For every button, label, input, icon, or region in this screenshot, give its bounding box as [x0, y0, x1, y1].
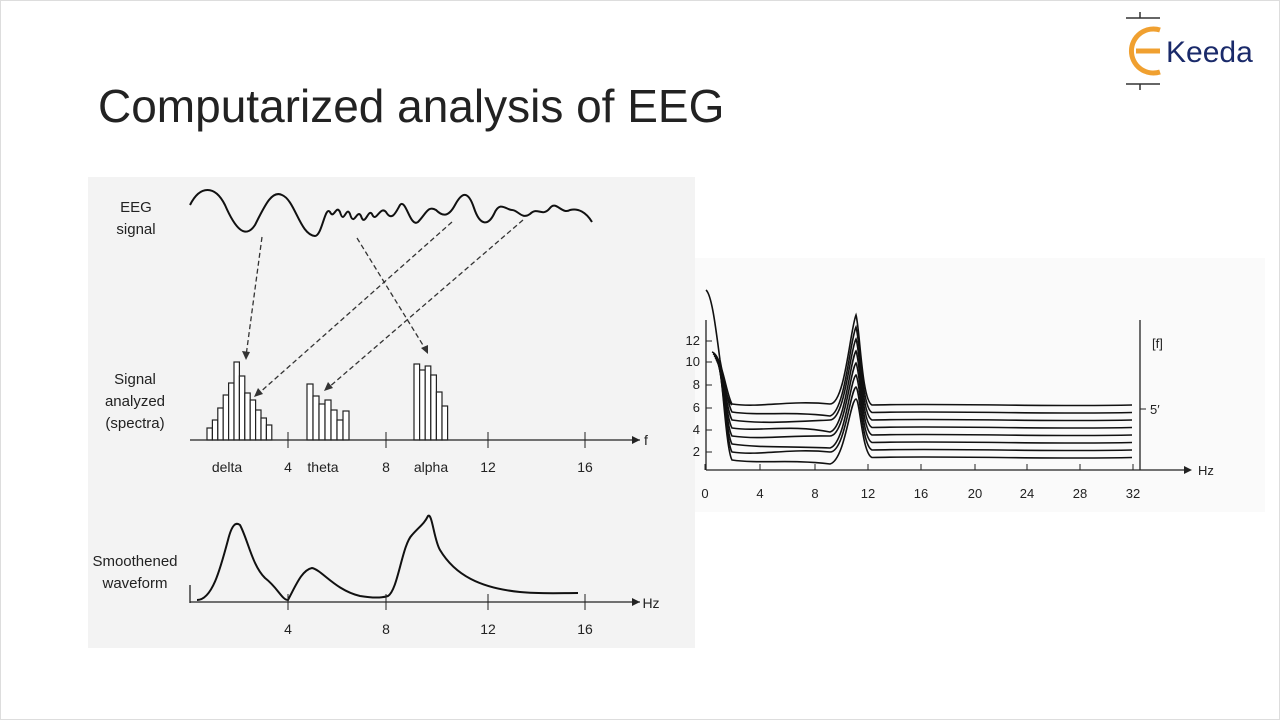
row-label: EEG [120, 199, 152, 216]
axis-unit: Hz [642, 595, 659, 611]
figure-left-bg [88, 177, 695, 648]
bar-shape [318, 403, 326, 441]
trace-shape [714, 349, 1133, 433]
bar-shape [249, 399, 257, 441]
trace-shape [716, 361, 1133, 449]
right-label: [f] [1152, 336, 1163, 351]
bar-shape [324, 399, 332, 441]
bar-shape [424, 365, 432, 441]
bar-shape [413, 363, 421, 441]
row-label: Smoothened [92, 553, 177, 570]
tick-label: 8 [382, 459, 390, 475]
bar-shape [265, 424, 273, 441]
trace-shape [712, 324, 1133, 417]
bar-shape [217, 407, 224, 441]
tick-label: 8 [811, 486, 818, 501]
bar-shape [255, 409, 262, 441]
tick-label: 6 [693, 400, 700, 415]
eeg-wave [189, 189, 593, 238]
arrow-heads [242, 345, 428, 397]
tick-label: 4 [756, 486, 763, 501]
arrows [245, 219, 524, 395]
tick-label: 4 [284, 459, 292, 475]
bar-shape [435, 391, 443, 441]
trace-shape [711, 312, 1133, 407]
band-label: alpha [414, 459, 448, 475]
tick-label: 8 [693, 377, 700, 392]
tick-label: 8 [382, 621, 390, 637]
trace-shape [717, 363, 1133, 454]
bar-shape [233, 361, 241, 441]
row-label: analyzed [105, 393, 165, 410]
bar-shape [336, 419, 344, 441]
tick-label: 12 [861, 486, 875, 501]
bar-shape [211, 419, 219, 441]
bar-shape [228, 382, 235, 441]
band-label: theta [307, 459, 338, 475]
bar-shape [430, 374, 437, 441]
trace-shape [718, 365, 1133, 465]
tick-label: 4 [284, 621, 292, 637]
smooth-curve [196, 514, 579, 602]
axis-arrow [1184, 466, 1192, 474]
tick-label: 20 [968, 486, 982, 501]
trace-shape [713, 337, 1133, 424]
tick-label: 2 [693, 444, 700, 459]
axis-end: f [644, 432, 648, 448]
logo: Keeda [1126, 12, 1253, 90]
bar-shape [260, 417, 268, 441]
tick-label: 16 [577, 459, 593, 475]
row-label: signal [116, 221, 155, 238]
bar-shape [244, 392, 251, 441]
bar-shape [306, 383, 314, 441]
bar-shape [206, 427, 214, 441]
figure-left: EEG signal Signal analyzed (spectra) Smo… [92, 189, 660, 637]
logo-text: Keeda [1166, 36, 1253, 69]
row-label: (spectra) [105, 415, 164, 432]
tick-label: 16 [577, 621, 593, 637]
tick-label: 12 [686, 333, 700, 348]
axis-arrow [632, 598, 640, 606]
tick-label: 12 [480, 621, 496, 637]
tick-label: 10 [686, 354, 700, 369]
bar-shape [330, 409, 338, 441]
bar-shape [238, 375, 246, 441]
figure-right-bg [695, 258, 1265, 512]
axis-arrow [632, 436, 640, 444]
row-label: Signal [114, 371, 156, 388]
tick-label: 28 [1073, 486, 1087, 501]
tick-label: 16 [914, 486, 928, 501]
trace-shape [715, 359, 1133, 439]
bar-shape [222, 394, 230, 441]
bar-shape [441, 405, 449, 441]
axis-unit: Hz [1198, 463, 1214, 478]
band-label: delta [212, 459, 243, 475]
spectra-traces [705, 289, 1133, 465]
row-label: waveform [101, 575, 167, 592]
bar-shape [312, 395, 320, 441]
right-label: 5′ [1150, 402, 1160, 417]
tick-label: 4 [693, 422, 700, 437]
slide-title: Computarized analysis of EEG [98, 80, 724, 132]
tick-label: 32 [1126, 486, 1140, 501]
tick-label: 12 [480, 459, 496, 475]
tick-label: 24 [1020, 486, 1034, 501]
bar-shape [419, 369, 426, 441]
tick-label: 0 [701, 486, 708, 501]
bar-shape [342, 410, 350, 441]
